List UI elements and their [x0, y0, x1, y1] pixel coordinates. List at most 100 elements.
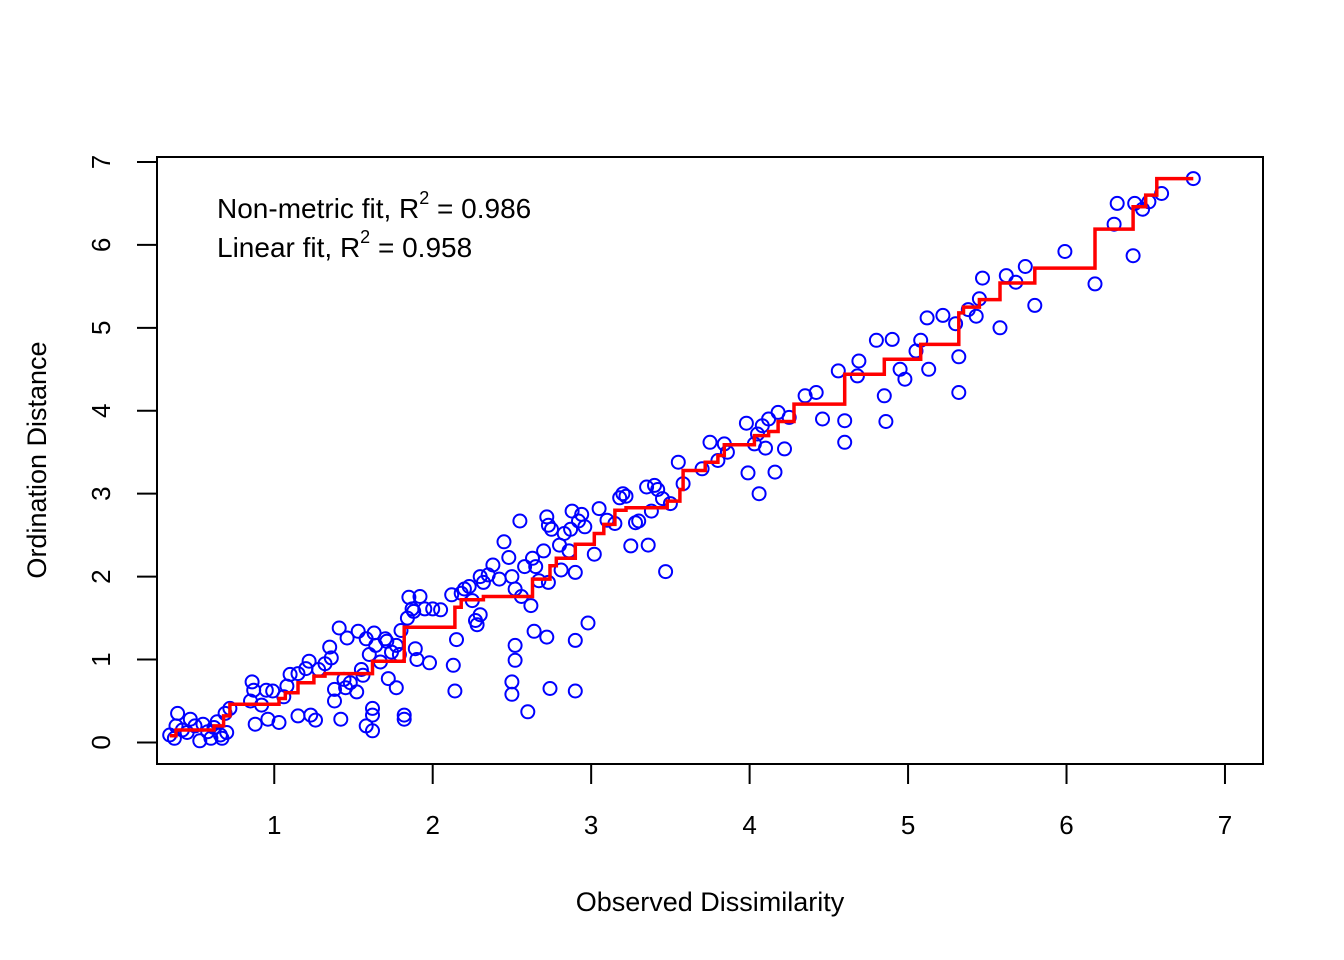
data-point: [968, 308, 984, 324]
data-point: [472, 607, 488, 623]
data-point: [517, 559, 533, 575]
data-point: [640, 537, 656, 553]
data-point: [349, 684, 365, 700]
y-axis-title: Ordination Distance: [22, 341, 52, 578]
data-point: [308, 712, 323, 728]
data-point: [282, 666, 298, 682]
data-point: [567, 683, 583, 699]
data-point: [203, 730, 219, 746]
x-tick-label: 6: [1059, 810, 1073, 840]
data-point: [767, 464, 783, 480]
data-point: [631, 513, 647, 529]
data-point: [650, 482, 666, 497]
data-point: [365, 707, 380, 723]
data-point: [301, 653, 317, 669]
data-point: [244, 674, 260, 690]
data-point: [258, 682, 274, 698]
x-axis: 1 2 3 4 5 6 7: [267, 763, 1232, 840]
y-tick-label: 5: [86, 321, 116, 335]
data-point: [1057, 244, 1073, 259]
y-tick-label: 3: [86, 486, 116, 500]
data-point: [539, 509, 555, 525]
data-point: [612, 490, 628, 506]
data-point: [643, 503, 659, 519]
data-point: [496, 534, 512, 550]
data-point: [919, 310, 935, 326]
data-point: [247, 716, 263, 732]
data-point: [412, 589, 428, 604]
data-point: [417, 601, 433, 617]
data-point: [388, 680, 404, 696]
annotation-nonmetric-sup: 2: [419, 188, 429, 208]
data-point: [948, 316, 964, 332]
x-tick-label: 5: [901, 810, 915, 840]
data-point: [951, 385, 967, 400]
data-point: [219, 725, 235, 740]
data-point: [868, 332, 884, 348]
data-point: [777, 441, 792, 457]
data-point: [878, 414, 894, 429]
data-point: [504, 674, 520, 690]
y-tick-label: 6: [86, 238, 116, 252]
data-point: [303, 707, 319, 723]
data-point: [567, 632, 583, 648]
data-point: [449, 632, 464, 648]
data-point: [528, 559, 544, 575]
data-point: [526, 623, 542, 639]
data-point: [422, 655, 437, 671]
data-point: [567, 564, 583, 580]
data-point: [187, 718, 203, 734]
data-point: [1017, 259, 1033, 274]
data-point: [445, 657, 461, 673]
annotation-linear-suffix: = 0.958: [370, 232, 472, 263]
data-point: [444, 587, 460, 603]
data-point: [830, 363, 846, 379]
nonmetric-fit-line: [169, 176, 1194, 738]
data-point: [192, 733, 208, 749]
data-point: [536, 543, 552, 559]
data-point: [553, 562, 569, 578]
data-point: [525, 550, 540, 566]
annotation-linear-sup: 2: [360, 227, 370, 247]
data-point: [542, 681, 558, 696]
data-point: [897, 371, 913, 387]
data-point: [1125, 248, 1141, 264]
data-point: [170, 705, 186, 721]
annotation-linear-fit: Linear fit, R2 = 0.958: [217, 227, 472, 263]
data-point: [586, 546, 602, 562]
data-point: [921, 361, 937, 377]
data-point: [851, 353, 867, 369]
data-point: [271, 715, 287, 730]
data-point: [808, 385, 824, 400]
data-point: [655, 491, 670, 507]
data-point: [1109, 195, 1125, 211]
y-tick-label: 4: [86, 404, 116, 418]
data-point: [485, 557, 501, 573]
data-point: [377, 631, 393, 647]
x-tick-label: 3: [584, 810, 598, 840]
y-axis: 0 1 2 3 4 5 6 7: [86, 155, 158, 750]
data-point: [615, 486, 631, 502]
data-point: [580, 615, 596, 631]
data-point: [365, 723, 380, 739]
data-point: [350, 623, 366, 639]
data-point: [876, 388, 892, 404]
data-point: [647, 477, 662, 493]
fit-layer: [169, 176, 1194, 738]
data-point: [662, 496, 678, 512]
data-point: [738, 415, 754, 431]
data-point: [322, 639, 338, 655]
x-tick-label: 1: [267, 810, 281, 840]
data-point: [447, 683, 463, 699]
data-point: [333, 711, 349, 727]
data-point: [290, 666, 306, 682]
data-point: [406, 603, 422, 619]
data-point: [1087, 276, 1103, 292]
data-point: [396, 707, 412, 723]
data-point: [327, 693, 342, 709]
data-point: [740, 465, 756, 481]
data-point: [425, 601, 441, 617]
data-point: [512, 513, 528, 529]
data-point: [380, 671, 396, 687]
